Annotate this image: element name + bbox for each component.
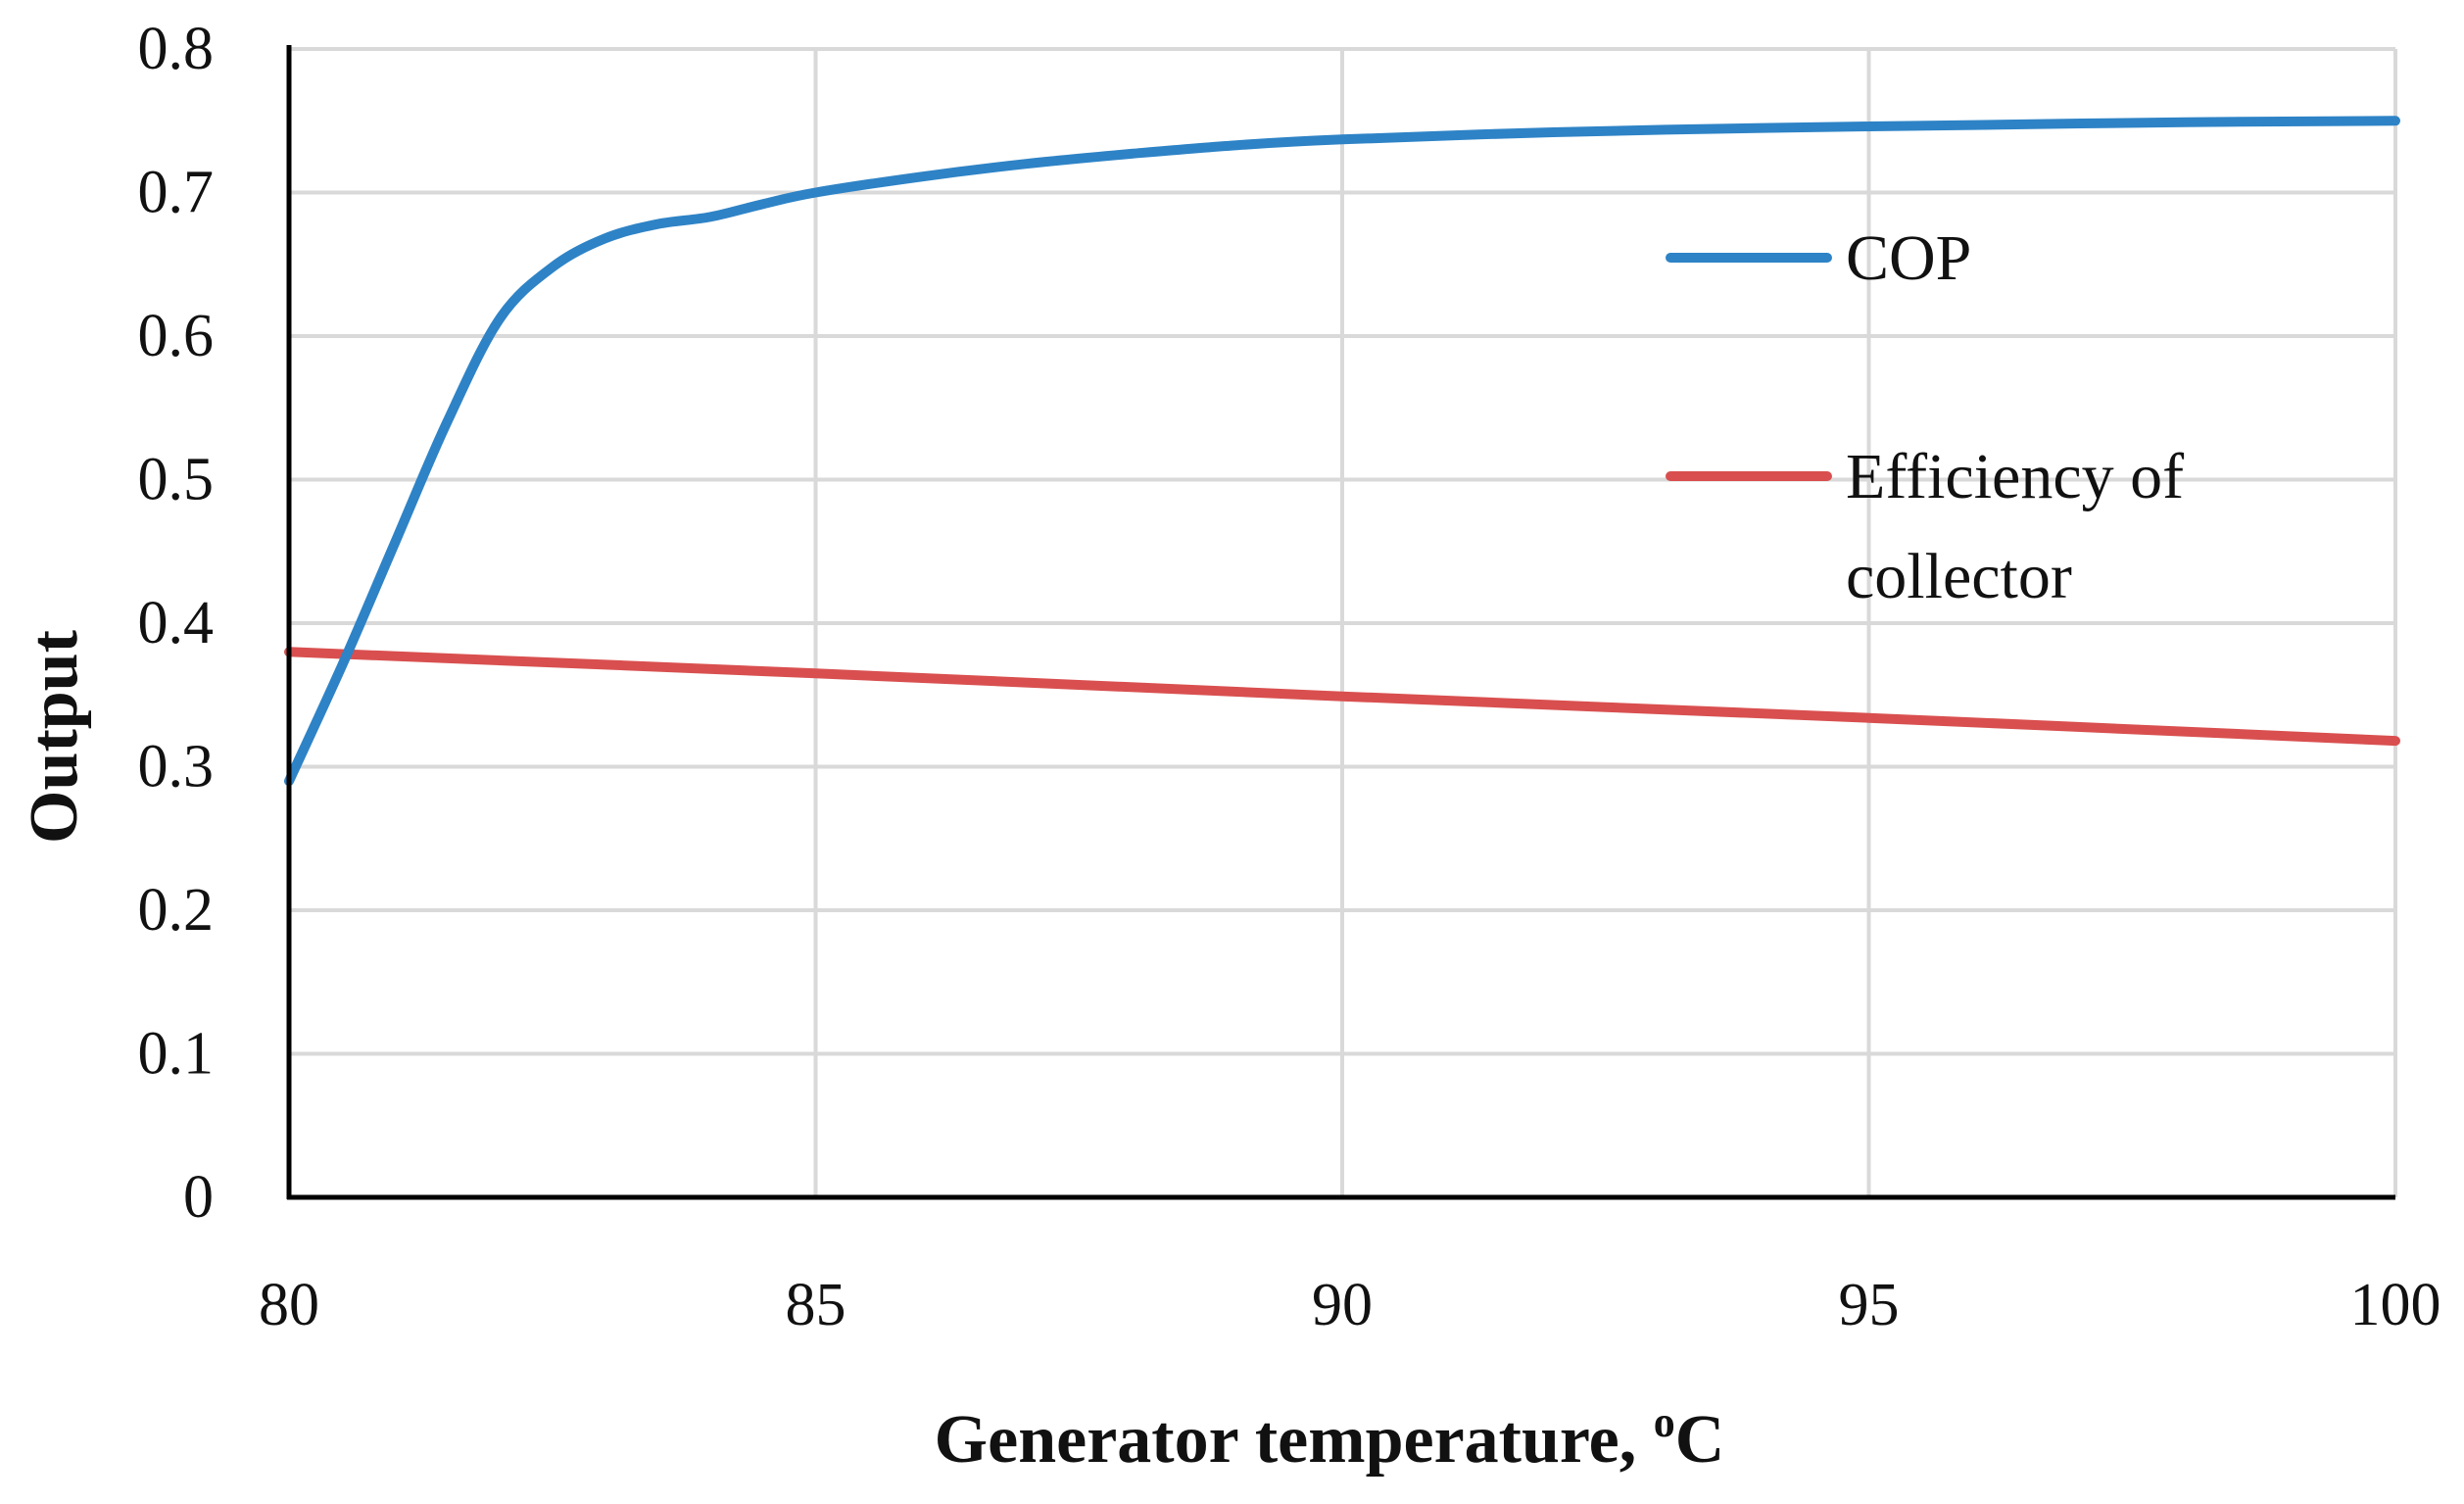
legend-label-efficiency-of-collector: Efficiency of collector [1846, 441, 2184, 612]
series-lines [284, 116, 2400, 787]
gridlines [289, 47, 2397, 1197]
x-tick-label: 90 [1312, 1272, 1373, 1338]
legend-label-cop: COP [1846, 222, 1971, 294]
x-tick-label: 100 [2350, 1272, 2441, 1338]
x-tick-label: 80 [259, 1272, 319, 1338]
y-tick-label: 0.5 [138, 447, 215, 513]
y-tick-label: 0.2 [138, 877, 215, 944]
y-tick-label: 0.6 [138, 303, 215, 369]
y-axis-title: Output [17, 630, 92, 844]
x-axis-title-text: Generator temperature, [935, 1402, 1654, 1478]
x-axis-title-unit: C [1675, 1402, 1725, 1478]
tick-labels: 0 0.1 0.2 0.3 0.4 0.5 0.6 0.7 0.8 80 85 90 95 100 [138, 16, 2441, 1338]
x-axis-title: Generator temperature, oC [935, 1398, 1725, 1478]
y-tick-label: 0.7 [138, 160, 215, 226]
legend-label-line: COP [1846, 222, 1971, 294]
y-tick-label: 0.1 [138, 1021, 215, 1088]
x-tick-label: 95 [1839, 1272, 1900, 1338]
legend-label-line: collector [1846, 541, 2072, 612]
legend: COP Efficiency of collector [1666, 222, 2184, 612]
series-line-efficiency-of-collector [284, 647, 2400, 747]
x-axis-title-superscript: o [1654, 1398, 1675, 1446]
y-tick-label: 0.4 [138, 590, 215, 656]
y-tick-label: 0.8 [138, 16, 215, 82]
series-line-cop [284, 116, 2400, 787]
x-tick-label: 85 [786, 1272, 846, 1338]
y-tick-label: 0.3 [138, 734, 215, 801]
axes [286, 45, 2395, 1200]
legend-label-line: Efficiency of [1846, 441, 2184, 512]
y-tick-label: 0 [183, 1164, 214, 1231]
